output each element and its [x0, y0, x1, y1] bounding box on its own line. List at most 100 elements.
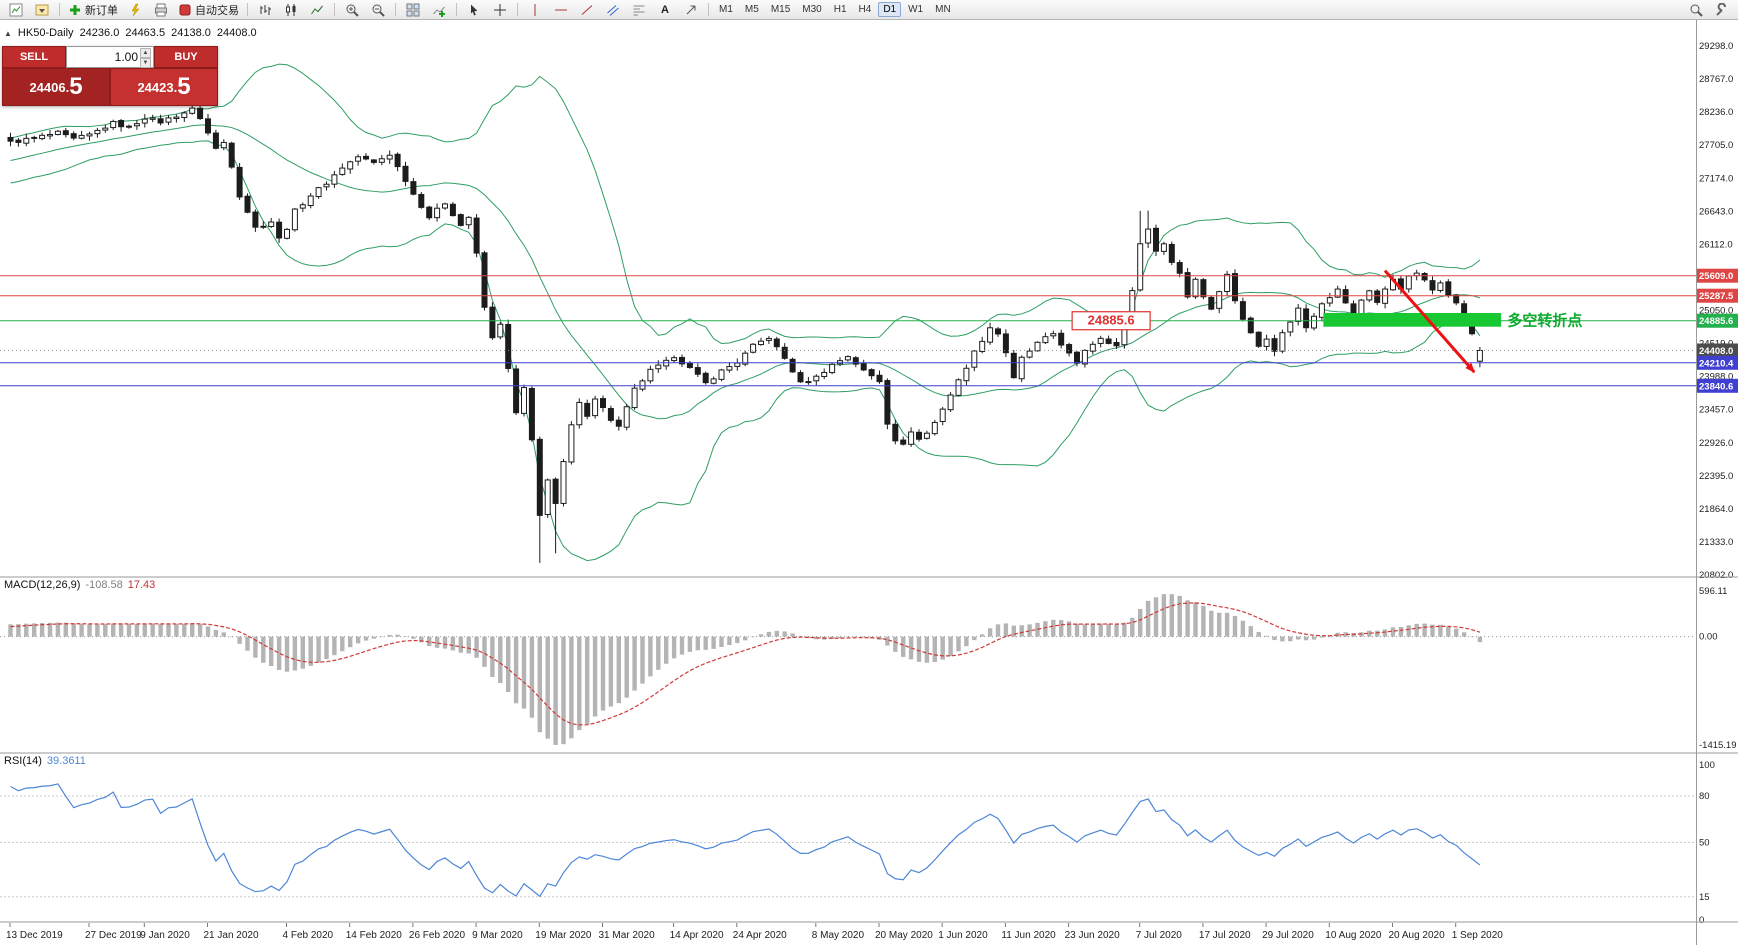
price-flag[interactable]: 24885.6: [1071, 311, 1151, 331]
svg-text:27 Dec 2019: 27 Dec 2019: [85, 930, 142, 941]
svg-text:27705.0: 27705.0: [1699, 140, 1733, 151]
svg-text:10 Aug 2020: 10 Aug 2020: [1325, 930, 1382, 941]
svg-text:14 Apr 2020: 14 Apr 2020: [670, 930, 724, 941]
trendline-tool-button[interactable]: [575, 1, 599, 18]
svg-text:23 Jun 2020: 23 Jun 2020: [1065, 930, 1120, 941]
cursor-icon: [471, 4, 478, 15]
svg-text:23988.0: 23988.0: [1699, 372, 1733, 383]
sell-price-button[interactable]: 24406. 5: [2, 68, 110, 106]
panel-separators[interactable]: [0, 576, 1738, 923]
rsi-line: [10, 783, 1481, 898]
new-chart-button[interactable]: [4, 1, 28, 18]
trendline-icon: [581, 4, 593, 15]
buy-price-main: 24423.: [137, 79, 178, 95]
timeframe-d1-button[interactable]: D1: [878, 2, 902, 17]
chart-ohlc-header: ▲ HK50-Daily 24236.0 24463.5 24138.0 244…: [4, 27, 263, 39]
cursor-button[interactable]: [462, 1, 486, 18]
svg-text:24885.6: 24885.6: [1088, 313, 1135, 328]
buy-button[interactable]: BUY: [154, 46, 218, 68]
trend-arrow[interactable]: [1383, 269, 1476, 374]
search-button[interactable]: [1684, 1, 1708, 18]
profiles-button[interactable]: [30, 1, 54, 18]
timeframe-h1-button[interactable]: H1: [833, 4, 847, 15]
timeframe-h4-button[interactable]: H4: [858, 4, 872, 15]
bar-chart-button[interactable]: [253, 1, 277, 18]
text-tool-button[interactable]: A: [653, 1, 677, 18]
tile-windows-icon: [406, 3, 420, 16]
candles: [7, 105, 1483, 563]
svg-text:4 Feb 2020: 4 Feb 2020: [283, 930, 334, 941]
bar-chart-icon: [260, 4, 271, 15]
new-chart-icon: [9, 3, 23, 16]
macd-name: MACD(12,26,9): [4, 579, 81, 591]
svg-text:29298.0: 29298.0: [1699, 41, 1733, 52]
horizontal-line-tool-button[interactable]: [549, 1, 573, 18]
buy-price-button[interactable]: 24423. 5: [110, 68, 218, 106]
zoom-in-button[interactable]: [340, 1, 364, 18]
macd-histogram: [8, 594, 1483, 745]
svg-text:24885.6: 24885.6: [1699, 316, 1733, 327]
channel-tool-button[interactable]: [601, 1, 625, 18]
horizontal-lines[interactable]: [0, 275, 1696, 387]
open-value: 24236.0: [79, 27, 120, 39]
svg-text:23457.0: 23457.0: [1699, 405, 1733, 416]
volume-up-icon[interactable]: ▲: [140, 48, 151, 58]
macd-axis-labels: 596.11 0.00 -1415.19: [1699, 586, 1737, 751]
sell-button[interactable]: SELL: [2, 46, 66, 68]
zoom-out-button[interactable]: [366, 1, 390, 18]
line-chart-button[interactable]: [305, 1, 329, 18]
timeframe-m30-button[interactable]: M30: [802, 4, 822, 15]
print-button[interactable]: [149, 1, 173, 18]
one-click-trading-panel: SELL 1.00 ▲ ▼ BUY 24406. 5 24423. 5: [2, 46, 218, 106]
volume-spinner[interactable]: ▲ ▼: [140, 48, 151, 68]
toolbar-separator: [59, 3, 60, 16]
svg-text:7 Jul 2020: 7 Jul 2020: [1136, 930, 1183, 941]
vertical-line-tool-button[interactable]: [523, 1, 547, 18]
timeframe-m5-button[interactable]: M5: [744, 4, 759, 15]
toolbar-separator: [708, 3, 709, 16]
arrows-tool-button[interactable]: [679, 1, 703, 18]
channel-icon: [607, 4, 619, 16]
sell-price-main: 24406.: [29, 79, 70, 95]
volume-input[interactable]: 1.00 ▲ ▼: [66, 46, 154, 68]
crosshair-button[interactable]: [488, 1, 512, 18]
svg-text:26643.0: 26643.0: [1699, 206, 1733, 217]
one-click-toggle-icon[interactable]: ▲: [4, 28, 12, 38]
timeframe-m15-button[interactable]: M15: [770, 4, 791, 15]
tile-windows-button[interactable]: [401, 1, 425, 18]
candlestick-chart-button[interactable]: [279, 1, 303, 18]
rsi-axis-labels: 100 80 50 15 0: [1699, 760, 1715, 926]
close-value: 24408.0: [216, 27, 257, 39]
svg-text:100: 100: [1699, 760, 1715, 771]
zoom-in-icon: [346, 4, 359, 17]
printer-icon: [155, 3, 167, 16]
chart-shift-button[interactable]: [123, 1, 147, 18]
svg-text:26 Feb 2020: 26 Feb 2020: [409, 930, 466, 941]
svg-text:13 Dec 2019: 13 Dec 2019: [6, 930, 63, 941]
svg-text:21333.0: 21333.0: [1699, 537, 1733, 548]
new-order-button[interactable]: 新订单: [65, 1, 121, 18]
svg-text:14 Feb 2020: 14 Feb 2020: [346, 930, 403, 941]
svg-text:-1415.19: -1415.19: [1699, 740, 1737, 751]
svg-text:29 Jul 2020: 29 Jul 2020: [1262, 930, 1314, 941]
svg-text:17 Jul 2020: 17 Jul 2020: [1199, 930, 1251, 941]
fibonacci-tool-button[interactable]: [627, 1, 651, 18]
timeframe-mn-button[interactable]: MN: [935, 4, 951, 15]
toolbar-separator: [456, 3, 457, 16]
wrench-icon: [1716, 2, 1726, 16]
volume-down-icon[interactable]: ▼: [140, 58, 151, 68]
svg-text:596.11: 596.11: [1699, 586, 1727, 597]
indicators-button[interactable]: [427, 1, 451, 18]
settings-button[interactable]: [1710, 1, 1734, 18]
svg-text:31 Mar 2020: 31 Mar 2020: [599, 930, 656, 941]
pivot-zone[interactable]: [1323, 312, 1502, 327]
timeframe-w1-button[interactable]: W1: [908, 4, 924, 15]
rsi-level-lines: [0, 795, 1696, 898]
autotrading-button[interactable]: 自动交易: [175, 1, 242, 18]
timeframe-m1-button[interactable]: M1: [719, 4, 733, 15]
